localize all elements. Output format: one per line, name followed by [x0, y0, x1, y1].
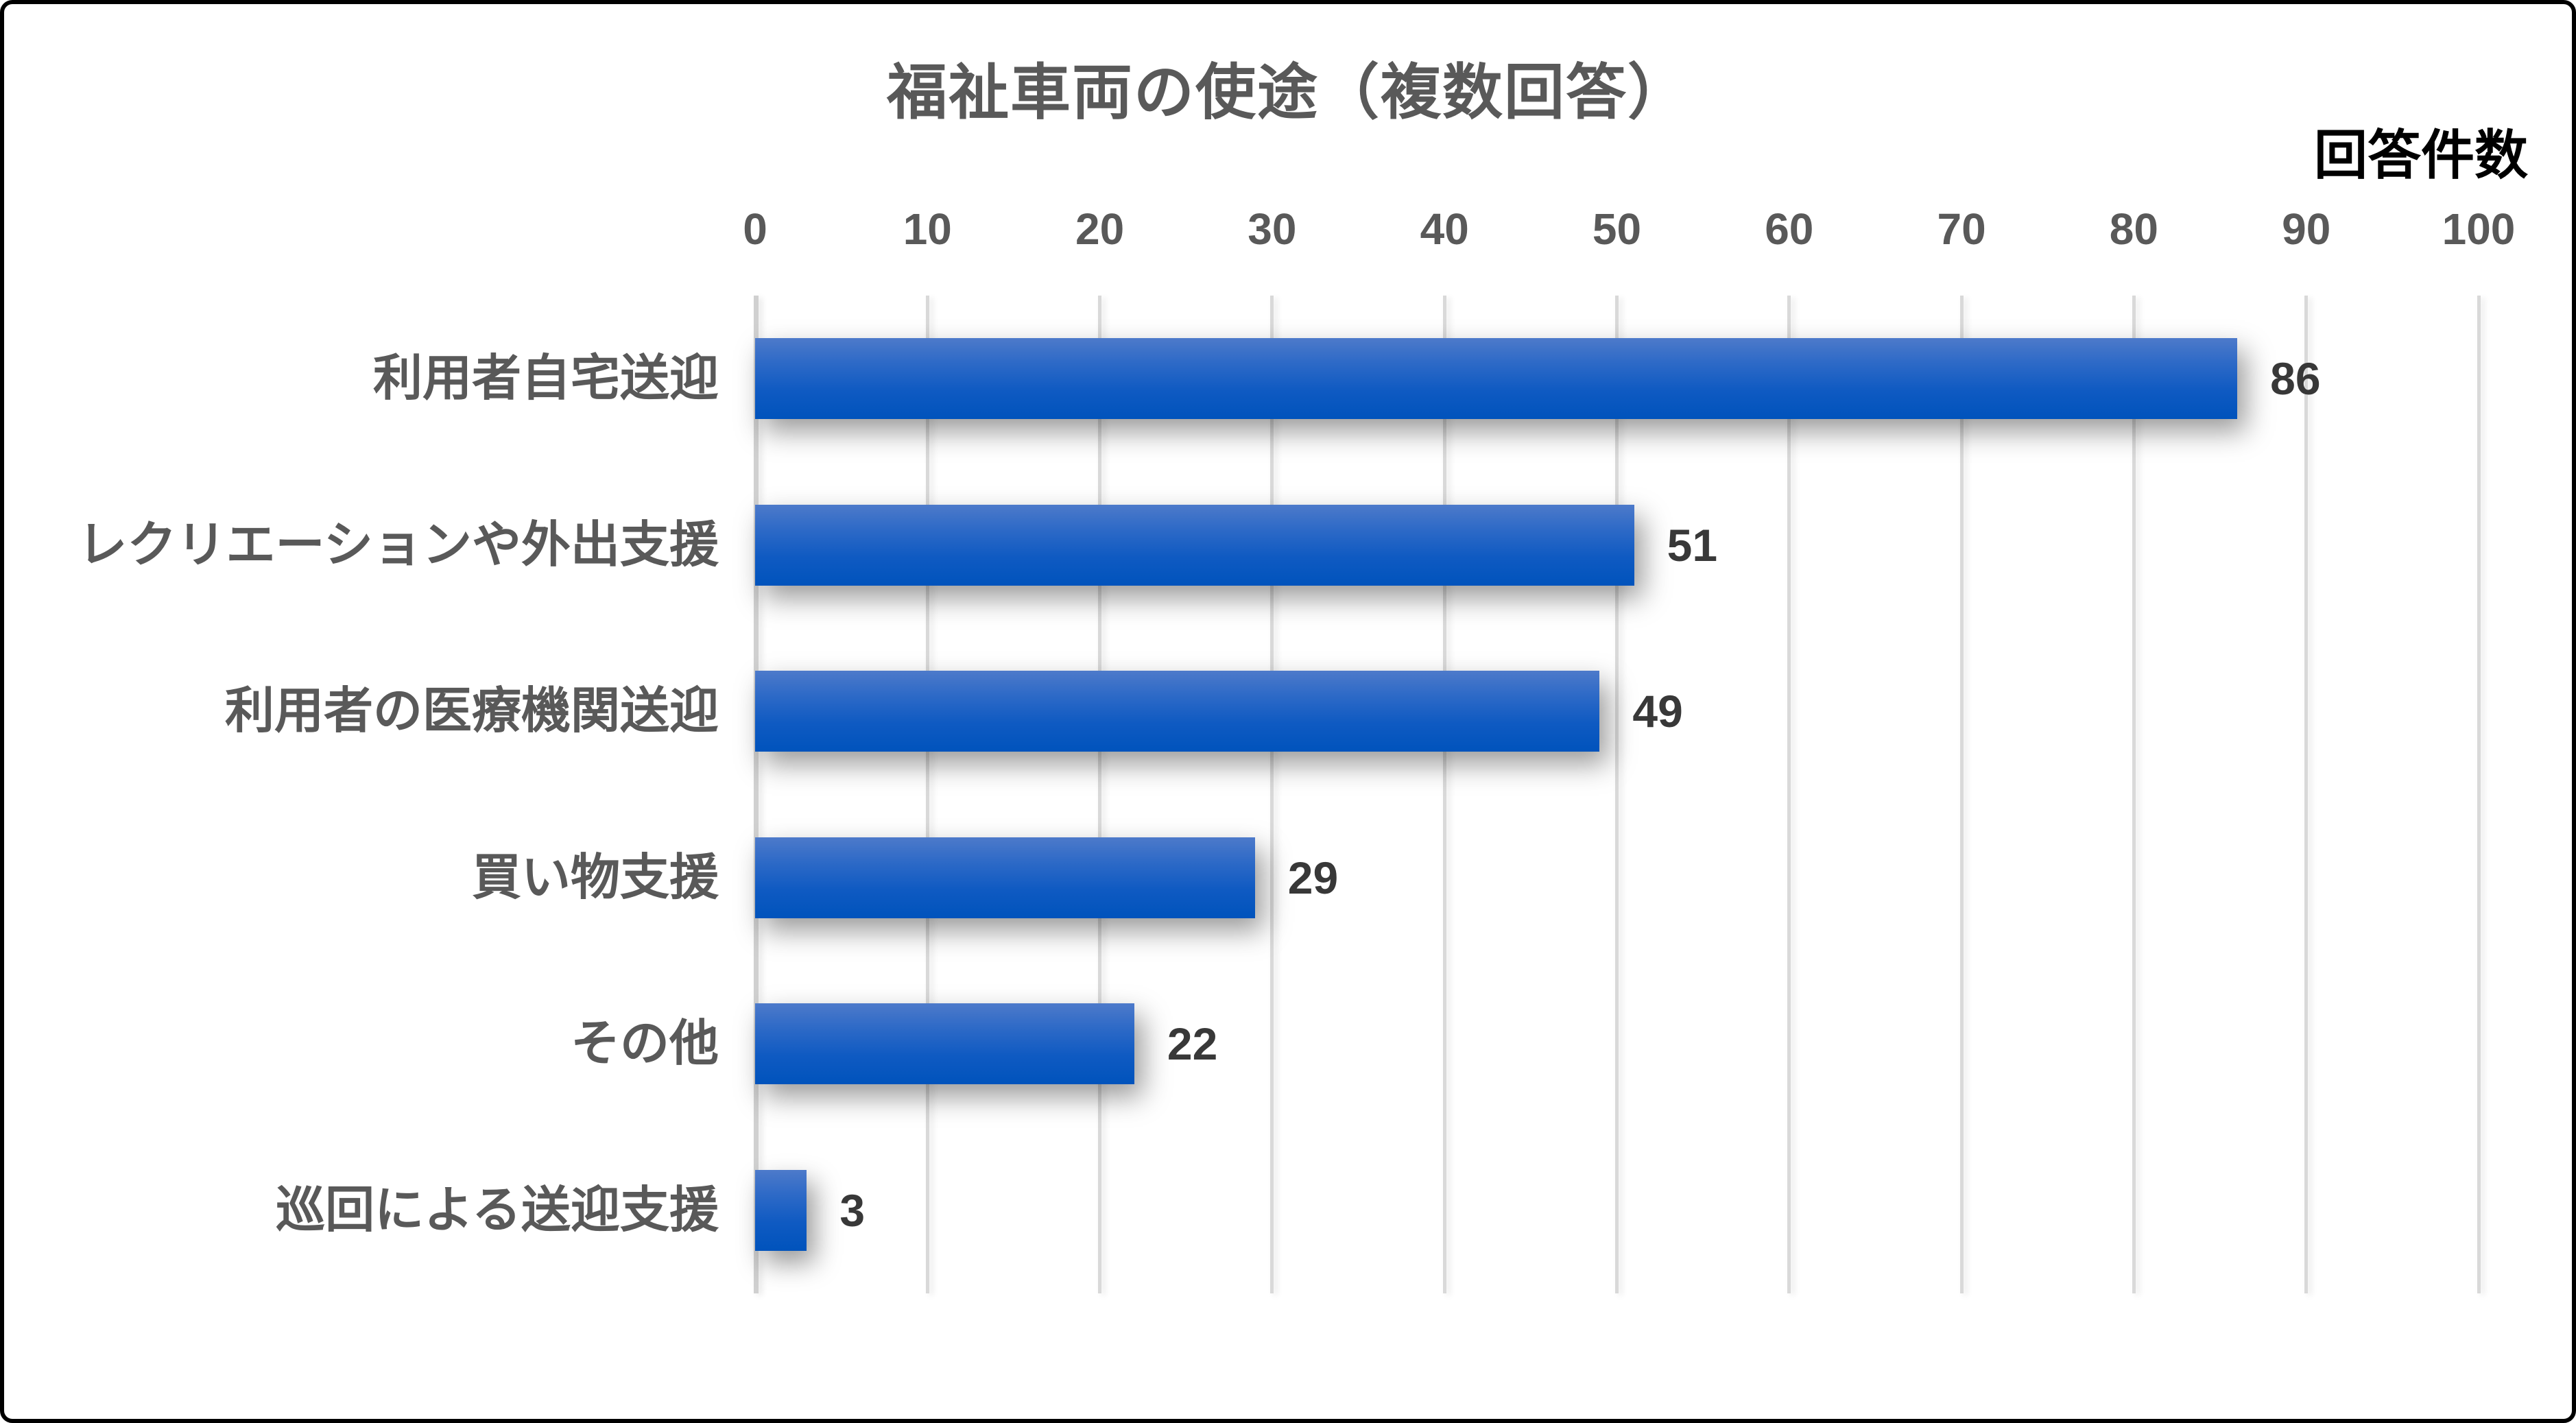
gridline-90: [2304, 296, 2309, 1293]
category-label-2: 利用者の医療機関送迎: [224, 684, 719, 739]
x-tick-label-50: 50: [1592, 204, 1642, 254]
category-label-4: その他: [570, 1016, 719, 1072]
gridline-80: [2132, 296, 2136, 1293]
value-label-2: 49: [1632, 686, 1683, 737]
category-label-0: 利用者自宅送迎: [372, 351, 719, 407]
x-tick-label-10: 10: [903, 204, 952, 254]
bar-3: [755, 837, 1255, 918]
bar-0: [755, 338, 2238, 420]
y-axis-line: [753, 296, 759, 1293]
gridline-100: [2477, 296, 2481, 1293]
bar-1: [755, 504, 1634, 586]
gridline-40: [1442, 296, 1446, 1293]
bar-4: [755, 1003, 1134, 1085]
value-label-3: 29: [1287, 852, 1339, 903]
axis-unit-label: 回答件数: [2313, 125, 2528, 185]
chart-title: 福祉車両の使途（複数回答）: [886, 58, 1689, 126]
gridline-10: [925, 296, 929, 1293]
gridline-70: [1959, 296, 1964, 1293]
value-label-1: 51: [1667, 519, 1718, 571]
x-tick-label-30: 30: [1248, 204, 1297, 254]
plot-area: [753, 296, 2481, 1293]
gridline-50: [1615, 296, 1619, 1293]
category-label-3: 買い物支援: [471, 850, 719, 905]
x-tick-label-40: 40: [1420, 204, 1469, 254]
gridline-30: [1270, 296, 1274, 1293]
value-label-5: 3: [839, 1184, 866, 1236]
x-tick-label-80: 80: [2109, 204, 2158, 254]
gridline-60: [1787, 296, 1791, 1293]
x-tick-label-20: 20: [1075, 204, 1125, 254]
x-tick-label-100: 100: [2442, 204, 2516, 254]
x-tick-label-0: 0: [743, 204, 767, 254]
x-tick-label-60: 60: [1765, 204, 1814, 254]
x-tick-label-70: 70: [1937, 204, 1986, 254]
value-label-4: 22: [1167, 1018, 1218, 1070]
value-label-0: 86: [2270, 353, 2321, 405]
category-label-1: レクリエーションや外出支援: [77, 517, 719, 573]
x-tick-label-90: 90: [2282, 204, 2331, 254]
bar-5: [755, 1169, 807, 1251]
category-label-5: 巡回による送迎支援: [276, 1182, 719, 1238]
bar-2: [755, 671, 1600, 752]
gridline-20: [1098, 296, 1102, 1293]
